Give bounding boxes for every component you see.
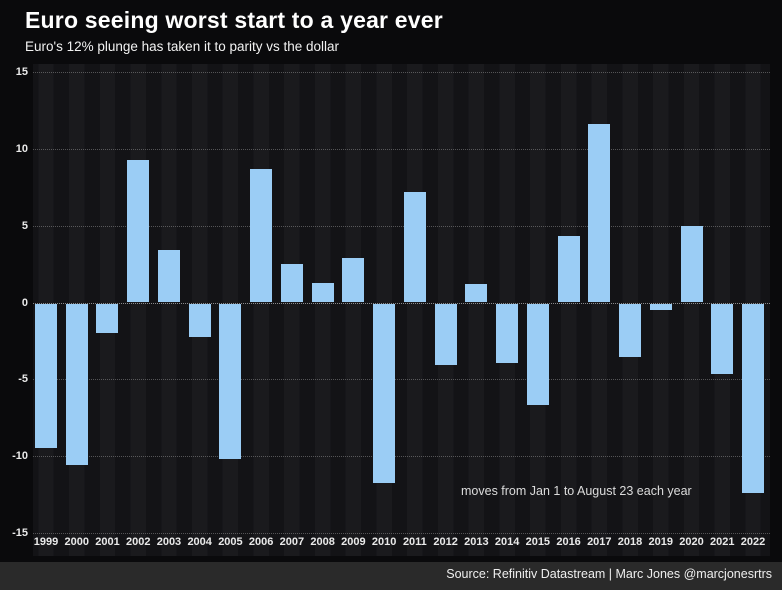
y-tick-label: 5 bbox=[21, 219, 28, 232]
bar bbox=[157, 250, 180, 303]
column-banding bbox=[33, 64, 770, 556]
chart-subtitle: Euro's 12% plunge has taken it to parity… bbox=[25, 39, 340, 54]
y-tick-label: -10 bbox=[12, 450, 28, 463]
x-tick-label: 2001 bbox=[95, 536, 120, 548]
y-tick-label: 0 bbox=[21, 296, 28, 309]
bar bbox=[680, 225, 703, 303]
bar bbox=[403, 191, 426, 303]
x-tick-label: 2014 bbox=[494, 536, 520, 548]
bar bbox=[127, 159, 150, 303]
source-bar: Source: Refinitiv Datastream | Marc Jone… bbox=[0, 562, 782, 590]
x-tick-label: 2015 bbox=[525, 536, 551, 548]
bar bbox=[742, 303, 765, 493]
bar bbox=[342, 257, 365, 303]
x-tick-label: 2019 bbox=[648, 536, 674, 548]
bar bbox=[619, 303, 642, 358]
x-tick-label: 2000 bbox=[64, 536, 89, 548]
source-credit: Source: Refinitiv Datastream | Marc Jone… bbox=[446, 567, 772, 581]
bar bbox=[96, 303, 119, 333]
plot-area bbox=[33, 71, 770, 535]
x-tick-label: 2021 bbox=[710, 536, 735, 548]
bar bbox=[280, 264, 303, 303]
bar bbox=[65, 303, 88, 465]
y-tick-label: -5 bbox=[18, 373, 28, 386]
x-tick-label: 2011 bbox=[402, 536, 427, 548]
x-tick-label: 2008 bbox=[310, 536, 335, 548]
x-tick-label: 2005 bbox=[218, 536, 243, 548]
x-tick-label: 2018 bbox=[617, 536, 643, 548]
chart-annotation: moves from Jan 1 to August 23 each year bbox=[461, 484, 692, 498]
bar bbox=[496, 303, 519, 364]
bar bbox=[188, 303, 211, 338]
x-tick-label: 2010 bbox=[371, 536, 397, 548]
x-tick-label: 2003 bbox=[156, 536, 182, 548]
x-tick-label: 2020 bbox=[679, 536, 704, 548]
x-axis-labels: 1999 2000 2001 2002 2003 2004 2005 2006 2007 2008… bbox=[33, 536, 770, 552]
x-tick-label: 2002 bbox=[125, 536, 151, 548]
bar bbox=[711, 303, 734, 375]
x-tick-label: 2004 bbox=[187, 536, 212, 548]
x-tick-label: 2007 bbox=[279, 536, 305, 548]
bar bbox=[373, 303, 396, 484]
bar bbox=[311, 282, 334, 303]
x-tick-label: 2017 bbox=[587, 536, 612, 548]
gridline bbox=[33, 456, 770, 458]
gridline bbox=[33, 225, 770, 227]
gridline bbox=[33, 71, 770, 73]
x-tick-label: 2016 bbox=[556, 536, 581, 548]
bar bbox=[219, 303, 242, 459]
gridline bbox=[33, 148, 770, 150]
gridline bbox=[33, 533, 770, 535]
bar bbox=[526, 303, 549, 405]
bar bbox=[434, 303, 457, 365]
bar bbox=[250, 168, 273, 303]
zero-gridline bbox=[33, 302, 770, 304]
bar bbox=[649, 303, 672, 310]
x-tick-label: 2006 bbox=[248, 536, 274, 548]
x-tick-label: 2022 bbox=[740, 536, 766, 548]
chart-title: Euro seeing worst start to a year ever bbox=[25, 7, 443, 33]
bar bbox=[465, 284, 488, 303]
y-axis-labels: 15 10 5 0 -5 -10 -15 bbox=[0, 66, 29, 539]
gridline bbox=[33, 379, 770, 381]
x-tick-label: 1999 bbox=[33, 536, 59, 548]
y-tick-label: 10 bbox=[15, 142, 28, 155]
x-tick-label: 2013 bbox=[464, 536, 489, 548]
x-tick-label: 2009 bbox=[341, 536, 366, 548]
x-tick-label: 2012 bbox=[433, 536, 458, 548]
y-tick-label: -15 bbox=[12, 527, 28, 540]
bar bbox=[557, 236, 580, 303]
bar bbox=[35, 303, 57, 448]
bar bbox=[588, 124, 611, 303]
y-tick-label: 15 bbox=[15, 65, 28, 78]
